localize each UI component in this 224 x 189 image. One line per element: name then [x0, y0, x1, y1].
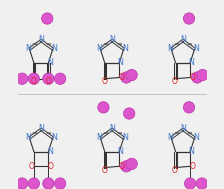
- Text: =: =: [116, 41, 122, 47]
- Circle shape: [121, 161, 132, 172]
- Text: O: O: [190, 162, 195, 171]
- Text: N: N: [118, 58, 123, 67]
- Text: N: N: [47, 58, 53, 67]
- Text: O: O: [118, 162, 125, 171]
- Text: O: O: [118, 73, 125, 82]
- Text: N: N: [180, 124, 186, 133]
- Circle shape: [126, 158, 137, 170]
- Text: =: =: [102, 41, 108, 47]
- Circle shape: [196, 178, 208, 189]
- Text: =: =: [187, 130, 193, 136]
- Text: O: O: [172, 166, 178, 175]
- Text: N: N: [109, 124, 115, 133]
- Text: N: N: [180, 35, 186, 44]
- Text: =: =: [187, 41, 193, 47]
- Text: =: =: [31, 130, 37, 136]
- Text: N: N: [96, 44, 102, 53]
- Text: O: O: [48, 162, 54, 171]
- Circle shape: [54, 178, 66, 189]
- Circle shape: [192, 72, 203, 83]
- Text: =: =: [31, 41, 37, 47]
- Circle shape: [183, 102, 195, 113]
- Text: N: N: [118, 147, 123, 156]
- Text: N: N: [122, 133, 128, 142]
- Text: N: N: [109, 35, 115, 44]
- Text: =: =: [116, 130, 122, 136]
- Text: N: N: [25, 133, 31, 142]
- Text: N: N: [25, 44, 31, 53]
- Circle shape: [28, 178, 40, 189]
- Circle shape: [126, 69, 137, 81]
- Text: O: O: [101, 77, 107, 86]
- Circle shape: [16, 73, 28, 84]
- Text: N: N: [38, 124, 44, 133]
- Text: N: N: [193, 133, 199, 142]
- Circle shape: [28, 73, 40, 84]
- Text: O: O: [190, 73, 195, 82]
- Circle shape: [43, 73, 54, 84]
- Circle shape: [54, 73, 66, 84]
- Text: N: N: [167, 44, 173, 53]
- Text: O: O: [29, 162, 34, 171]
- Circle shape: [197, 69, 208, 81]
- Circle shape: [183, 13, 195, 24]
- Text: O: O: [172, 77, 178, 86]
- Circle shape: [16, 178, 28, 189]
- Text: O: O: [101, 166, 107, 175]
- Text: N: N: [167, 133, 173, 142]
- Text: =: =: [45, 130, 51, 136]
- Circle shape: [184, 178, 196, 189]
- Circle shape: [43, 178, 54, 189]
- Text: O: O: [30, 77, 36, 86]
- Text: N: N: [122, 44, 128, 53]
- Text: N: N: [51, 44, 57, 53]
- Text: N: N: [189, 58, 194, 67]
- Text: =: =: [173, 41, 179, 47]
- Text: N: N: [51, 133, 57, 142]
- Text: N: N: [47, 147, 53, 156]
- Text: N: N: [38, 35, 44, 44]
- Text: N: N: [193, 44, 199, 53]
- Circle shape: [123, 108, 135, 119]
- Text: =: =: [45, 41, 51, 47]
- Circle shape: [121, 72, 132, 83]
- Text: =: =: [173, 130, 179, 136]
- Text: O: O: [46, 77, 52, 86]
- Circle shape: [98, 102, 109, 113]
- Circle shape: [42, 13, 53, 24]
- Text: N: N: [96, 133, 102, 142]
- Text: =: =: [102, 130, 108, 136]
- Text: N: N: [189, 147, 194, 156]
